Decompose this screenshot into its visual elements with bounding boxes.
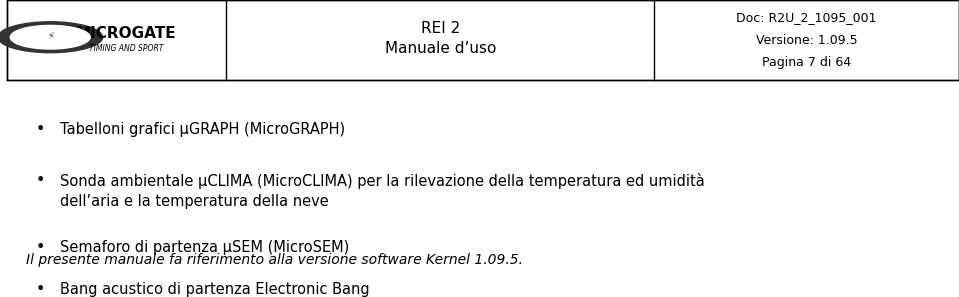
Text: Tabelloni grafici μGRAPH (MicroGRAPH): Tabelloni grafici μGRAPH (MicroGRAPH) <box>59 122 345 137</box>
Text: Il presente manuale fa riferimento alla versione software Kernel 1.09.5.: Il presente manuale fa riferimento alla … <box>27 253 524 267</box>
Text: ⚡: ⚡ <box>47 31 54 41</box>
Text: •: • <box>36 173 45 188</box>
Text: Manuale d’uso: Manuale d’uso <box>385 41 496 56</box>
Circle shape <box>0 22 103 53</box>
Text: Pagina 7 di 64: Pagina 7 di 64 <box>762 56 852 69</box>
Text: •: • <box>36 282 45 297</box>
Text: REI 2: REI 2 <box>421 21 460 36</box>
Text: Doc: R2U_2_1095_001: Doc: R2U_2_1095_001 <box>737 11 877 24</box>
Text: •: • <box>36 240 45 255</box>
Text: Bang acustico di partenza Electronic Bang: Bang acustico di partenza Electronic Ban… <box>59 282 369 297</box>
Text: Versione: 1.09.5: Versione: 1.09.5 <box>756 34 857 47</box>
Text: •: • <box>36 122 45 137</box>
Text: Sonda ambientale μCLIMA (MicroCLIMA) per la rilevazione della temperatura ed umi: Sonda ambientale μCLIMA (MicroCLIMA) per… <box>59 173 705 208</box>
Text: TIMING AND SPORT: TIMING AND SPORT <box>89 44 164 53</box>
Text: Semaforo di partenza μSEM (MicroSEM): Semaforo di partenza μSEM (MicroSEM) <box>59 240 349 255</box>
Circle shape <box>11 26 90 49</box>
FancyBboxPatch shape <box>8 0 959 80</box>
Text: MICROGATE: MICROGATE <box>76 26 176 40</box>
